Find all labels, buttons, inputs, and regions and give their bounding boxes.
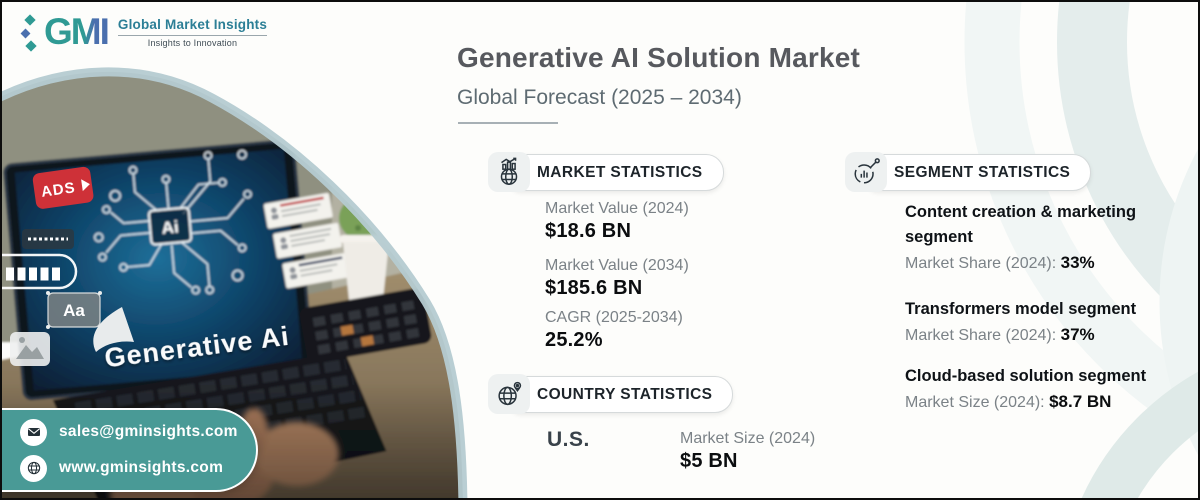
contact-email-link[interactable]: sales@gminsights.com (20, 418, 256, 446)
aa-tool-label: Aa (63, 301, 85, 320)
market-stat-2034: Market Value (2034) $185.6 BN (545, 256, 689, 301)
globe-pin-icon (498, 381, 522, 406)
segment-name: Transformers model segment (905, 300, 1137, 318)
play-icon (81, 179, 90, 192)
contact-website-link[interactable]: www.gminsights.com (20, 454, 256, 482)
brand-logo: GMI Global Market Insights Insights to I… (20, 11, 268, 56)
stat-value: 25.2% (545, 329, 603, 351)
segment-value: $8.7 BN (1049, 392, 1112, 411)
stat-label: Market Size (2024) (680, 430, 816, 447)
segment-statistics-heading: SEGMENT STATISTICS (869, 154, 1092, 191)
country-name: U.S. (547, 428, 590, 451)
page-subtitle: Global Forecast (2025 – 2034) (457, 86, 742, 109)
segment-label: Market Share (2024): (905, 255, 1057, 272)
country-statistics-icon-chip (488, 374, 530, 414)
segment-content-creation: Content creation & marketing segment Mar… (905, 200, 1175, 277)
calculator (300, 288, 432, 363)
stat-label: Market Value (2034) (545, 257, 689, 274)
contact-website: www.gminsights.com (59, 459, 224, 476)
market-statistics-heading: MARKET STATISTICS (512, 154, 724, 191)
segment-cloud-based: Cloud-based solution segment Market Size… (905, 364, 1195, 416)
dotted-field (22, 229, 74, 249)
globe-bar-chart-icon (500, 157, 518, 185)
market-statistics-icon-chip (488, 152, 530, 192)
logo-tagline: Insights to Innovation (117, 35, 268, 48)
logo-diamonds-icon (20, 14, 37, 52)
segment-transformers: Transformers model segment Market Share … (905, 297, 1185, 349)
segment-statistics-icon-chip (845, 152, 887, 192)
segment-label: Market Size (2024): (905, 394, 1045, 411)
stat-value: $18.6 BN (545, 220, 632, 242)
search-pill-outline (2, 253, 78, 290)
circuit-pattern (93, 149, 252, 295)
stat-value: $5 BN (680, 450, 738, 472)
market-stat-2024: Market Value (2024) $18.6 BN (545, 199, 689, 244)
pie-chart-arrow-icon (854, 158, 880, 184)
aa-tool-badge: Aa (46, 291, 102, 329)
country-statistics-heading: COUNTRY STATISTICS (512, 376, 734, 413)
page-title: Generative AI Solution Market (457, 42, 861, 73)
segment-label: Market Share (2024): (905, 327, 1057, 344)
segment-name: Content creation & marketing segment (905, 203, 1137, 246)
contact-email: sales@gminsights.com (59, 423, 238, 440)
stat-value: $185.6 BN (545, 277, 643, 299)
envelope-icon (20, 418, 47, 446)
ads-badge-label: ADS (40, 179, 77, 201)
subtitle-underline (458, 122, 558, 124)
stat-label: CAGR (2025-2034) (545, 309, 683, 326)
photo-border-arc (2, 67, 468, 498)
caption-bubble-tail (93, 307, 134, 352)
id-cards (263, 192, 352, 289)
ai-chip: Ai (147, 206, 193, 246)
segment-name: Cloud-based solution segment (905, 367, 1147, 385)
segment-value: 37% (1060, 325, 1095, 344)
globe-icon (20, 454, 47, 482)
stat-label: Market Value (2024) (545, 200, 689, 217)
ads-badge: ADS (32, 166, 94, 209)
image-tool-icon (10, 332, 50, 366)
market-stat-cagr: CAGR (2025-2034) 25.2% (545, 308, 683, 353)
logo-text: GMI (44, 11, 110, 52)
ai-chip-label: Ai (161, 217, 180, 237)
country-stat-us: Market Size (2024) $5 BN (680, 429, 815, 474)
segment-value: 33% (1060, 253, 1095, 272)
logo-title: Global Market Insights (117, 17, 268, 32)
contact-banner: sales@gminsights.com www.gminsights.com (2, 408, 258, 492)
